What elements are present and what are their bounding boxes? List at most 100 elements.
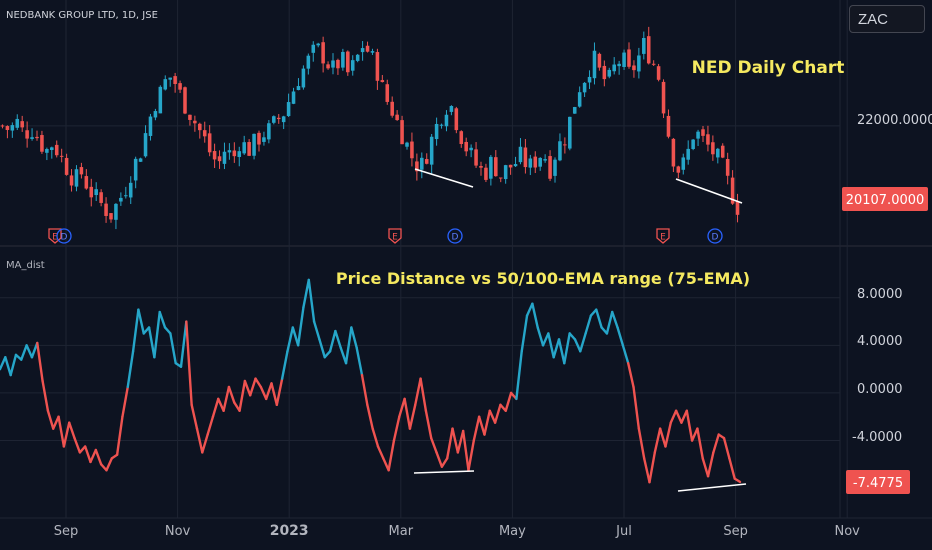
- candle: [54, 140, 59, 158]
- candle-body: [735, 201, 740, 215]
- candle: [498, 177, 503, 183]
- price-chart-title: NED Daily Chart: [692, 58, 845, 78]
- indicator-segment: [531, 302, 539, 329]
- candle: [168, 77, 172, 87]
- indicator-segment: [41, 379, 50, 412]
- candle-body: [651, 63, 656, 65]
- candle: [420, 152, 424, 179]
- candle: [59, 148, 64, 163]
- indicator-segment: [339, 346, 348, 365]
- price-last-value: 20107.0000: [846, 193, 925, 208]
- candle: [133, 156, 138, 189]
- indicator-segment: [131, 308, 140, 353]
- indicator-segment: [366, 403, 374, 430]
- candle: [587, 70, 592, 89]
- candle: [128, 176, 133, 204]
- candle-body: [247, 142, 251, 156]
- candle-body: [375, 52, 380, 81]
- candle-body: [508, 164, 513, 168]
- indicator-segment: [190, 403, 199, 430]
- indicator-segment: [328, 329, 337, 353]
- candle-body: [252, 133, 256, 156]
- candle: [326, 61, 330, 70]
- candle: [607, 67, 612, 79]
- candle-body: [74, 169, 79, 187]
- candle: [143, 125, 148, 158]
- indicator-segment: [312, 320, 321, 341]
- candle: [109, 213, 113, 223]
- candle-body: [405, 142, 409, 147]
- candle-body: [104, 203, 108, 216]
- candle: [212, 143, 217, 168]
- candle: [568, 116, 572, 151]
- candle-body: [711, 142, 715, 155]
- candle-body: [64, 157, 69, 175]
- candle-body: [434, 123, 439, 140]
- candle-body: [706, 134, 710, 145]
- candle-body: [498, 177, 503, 179]
- candle: [558, 133, 562, 162]
- indicator-segment: [392, 415, 401, 442]
- candle-body: [385, 84, 390, 102]
- indicator-segment: [611, 310, 619, 329]
- indicator-segment: [504, 391, 513, 412]
- candle: [454, 106, 459, 134]
- candle: [656, 63, 661, 82]
- candle: [114, 203, 118, 230]
- candle-body: [622, 52, 626, 68]
- candle-body: [637, 55, 641, 72]
- candle: [582, 82, 587, 97]
- candle: [286, 93, 291, 118]
- indicator-segment: [318, 338, 326, 359]
- indicator-segment: [259, 385, 268, 401]
- candle-body: [222, 151, 227, 164]
- candle: [523, 139, 528, 174]
- candle-body: [400, 120, 404, 145]
- candle: [262, 131, 266, 146]
- candle-body: [30, 137, 34, 139]
- candle: [518, 138, 523, 165]
- indicator-segment: [669, 409, 678, 424]
- price-candles[interactable]: [0, 26, 740, 230]
- indicator-segment: [408, 403, 417, 430]
- indicator-segment: [211, 397, 220, 418]
- indicator-segment: [440, 457, 449, 468]
- candle: [301, 65, 306, 90]
- indicator-segment: [520, 314, 529, 353]
- candle-body: [489, 156, 493, 179]
- candle: [64, 153, 69, 176]
- indicator-segment: [424, 409, 433, 440]
- indicator-segment: [605, 310, 614, 335]
- candle: [553, 157, 557, 183]
- candle: [183, 86, 187, 115]
- indicator-segment: [243, 379, 252, 397]
- indicator-segment: [403, 397, 412, 430]
- indicator-line[interactable]: [0, 278, 742, 484]
- dividend-marker: D: [56, 228, 72, 244]
- candle: [267, 120, 271, 144]
- currency-selector[interactable]: ZAC: [849, 5, 925, 33]
- candle: [489, 154, 493, 186]
- candle-body: [69, 175, 74, 186]
- candle-body: [158, 86, 163, 114]
- candle-body: [143, 133, 148, 157]
- indicator-segment: [355, 346, 364, 377]
- indicator-segment: [674, 409, 683, 424]
- candle-body: [109, 213, 113, 220]
- candle: [592, 42, 597, 85]
- indicator-segment: [147, 326, 156, 359]
- candle: [316, 42, 320, 48]
- indicator-segment: [121, 385, 129, 418]
- candle: [365, 41, 370, 53]
- candle-body: [128, 182, 133, 198]
- indicator-segment: [712, 433, 720, 454]
- indicator-segment: [632, 385, 641, 430]
- dividend-icon: [707, 228, 723, 244]
- candle-body: [133, 158, 138, 181]
- candle: [148, 113, 153, 141]
- candle: [242, 135, 246, 155]
- indicator-segment: [238, 379, 247, 412]
- indicator-segment: [344, 326, 353, 365]
